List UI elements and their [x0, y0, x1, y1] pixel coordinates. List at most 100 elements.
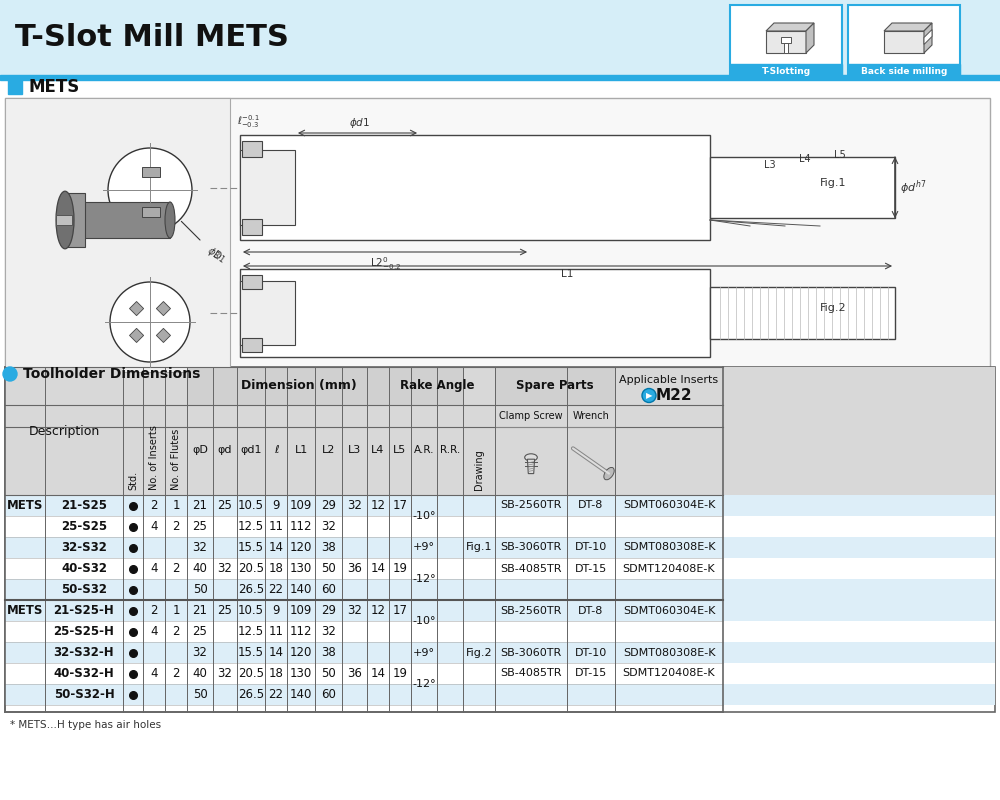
Text: -12°: -12° — [412, 574, 436, 584]
Ellipse shape — [604, 467, 614, 480]
Bar — [242, 141, 262, 157]
Polygon shape — [156, 328, 171, 342]
Text: Back side milling: Back side milling — [861, 66, 947, 75]
Text: 21: 21 — [192, 499, 208, 512]
Text: 4: 4 — [150, 667, 158, 680]
Text: Rake Angle: Rake Angle — [400, 379, 474, 393]
Circle shape — [642, 389, 656, 402]
Text: 1: 1 — [172, 604, 180, 617]
Text: L4: L4 — [799, 154, 811, 165]
Text: 140: 140 — [290, 583, 312, 596]
Text: SB-2560TR: SB-2560TR — [500, 501, 562, 510]
Text: * METS…H type has air holes: * METS…H type has air holes — [10, 720, 161, 730]
Text: 32: 32 — [321, 625, 336, 638]
Text: 50: 50 — [193, 583, 207, 596]
Text: SDMT120408E-K: SDMT120408E-K — [623, 669, 715, 678]
Text: DT-10: DT-10 — [575, 647, 607, 658]
Bar — [710, 287, 895, 339]
Text: 60: 60 — [321, 583, 336, 596]
Text: 10.5: 10.5 — [238, 499, 264, 512]
Text: 26.5: 26.5 — [238, 688, 264, 701]
Bar — [0, 75, 1000, 80]
Bar — [5, 642, 995, 663]
Text: Toolholder Dimensions: Toolholder Dimensions — [23, 367, 200, 381]
Text: 2: 2 — [172, 520, 180, 533]
Text: -12°: -12° — [412, 679, 436, 689]
Text: SDMT080308E-K: SDMT080308E-K — [623, 647, 715, 658]
Circle shape — [3, 367, 17, 381]
Text: L3: L3 — [764, 159, 776, 170]
Polygon shape — [884, 23, 932, 31]
Bar — [848, 5, 960, 78]
Text: 109: 109 — [290, 499, 312, 512]
Text: 18: 18 — [269, 562, 283, 575]
Text: Std.: Std. — [128, 471, 138, 490]
Text: DT-15: DT-15 — [575, 669, 607, 678]
Text: T-Slot Mill METS: T-Slot Mill METS — [15, 23, 289, 53]
Text: R.R.: R.R. — [440, 445, 460, 455]
Text: No. of Flutes: No. of Flutes — [171, 429, 181, 490]
Text: 40: 40 — [193, 667, 207, 680]
Text: 20.5: 20.5 — [238, 562, 264, 575]
Text: 2: 2 — [172, 562, 180, 575]
Ellipse shape — [56, 191, 74, 249]
Bar — [710, 157, 895, 218]
Bar — [242, 219, 262, 235]
Text: 12.5: 12.5 — [238, 520, 264, 533]
Bar — [5, 367, 123, 495]
Text: L2: L2 — [322, 445, 335, 455]
Text: 1: 1 — [172, 499, 180, 512]
Text: SB-4085TR: SB-4085TR — [500, 563, 562, 574]
Text: 21-S25-H: 21-S25-H — [54, 604, 114, 617]
Text: 40-S32-H: 40-S32-H — [54, 667, 114, 680]
Text: 12: 12 — [370, 499, 386, 512]
Text: Description: Description — [28, 425, 100, 438]
Bar — [5, 98, 230, 372]
Text: 19: 19 — [392, 667, 408, 680]
Text: 109: 109 — [290, 604, 312, 617]
Text: 21: 21 — [192, 604, 208, 617]
Text: 3.1: 3.1 — [210, 250, 226, 265]
Text: +9°: +9° — [413, 647, 435, 658]
Bar — [5, 98, 990, 372]
Polygon shape — [884, 31, 924, 53]
Text: 19: 19 — [392, 562, 408, 575]
Text: $\phi d^{h7}$: $\phi d^{h7}$ — [900, 178, 926, 197]
Text: 25: 25 — [218, 604, 232, 617]
Bar — [5, 537, 995, 558]
Text: 38: 38 — [321, 541, 336, 554]
Text: 4: 4 — [150, 625, 158, 638]
Text: 14: 14 — [370, 667, 386, 680]
Text: L2$^{0}_{-0.2}$: L2$^{0}_{-0.2}$ — [370, 255, 400, 272]
Text: No. of Inserts: No. of Inserts — [149, 425, 159, 490]
Text: 25-S25-H: 25-S25-H — [54, 625, 114, 638]
Text: 17: 17 — [392, 604, 408, 617]
Bar — [240, 269, 710, 357]
Bar — [5, 663, 995, 684]
Bar — [848, 64, 960, 78]
Text: 9: 9 — [272, 499, 280, 512]
Text: φd: φd — [218, 445, 232, 455]
Text: SDMT060304E-K: SDMT060304E-K — [623, 606, 715, 615]
Text: 32: 32 — [193, 646, 207, 659]
Bar — [730, 5, 842, 78]
Text: L5: L5 — [834, 150, 846, 159]
Text: 11: 11 — [268, 520, 284, 533]
Text: 10.5: 10.5 — [238, 604, 264, 617]
Polygon shape — [784, 43, 788, 53]
Text: Spare Parts: Spare Parts — [516, 379, 594, 393]
Text: A.R.: A.R. — [414, 445, 434, 455]
Text: 40: 40 — [193, 562, 207, 575]
Text: SB-3060TR: SB-3060TR — [500, 647, 562, 658]
Text: 32: 32 — [321, 520, 336, 533]
Text: $\phi$D: $\phi$D — [204, 244, 225, 264]
Text: 120: 120 — [290, 646, 312, 659]
Text: 29: 29 — [321, 604, 336, 617]
Polygon shape — [527, 459, 535, 474]
Text: Drawing: Drawing — [474, 450, 484, 490]
Text: 25-S25: 25-S25 — [61, 520, 107, 533]
Text: Fig.1: Fig.1 — [466, 542, 492, 553]
Bar — [142, 167, 160, 177]
Bar — [495, 367, 615, 405]
Bar — [240, 281, 295, 345]
